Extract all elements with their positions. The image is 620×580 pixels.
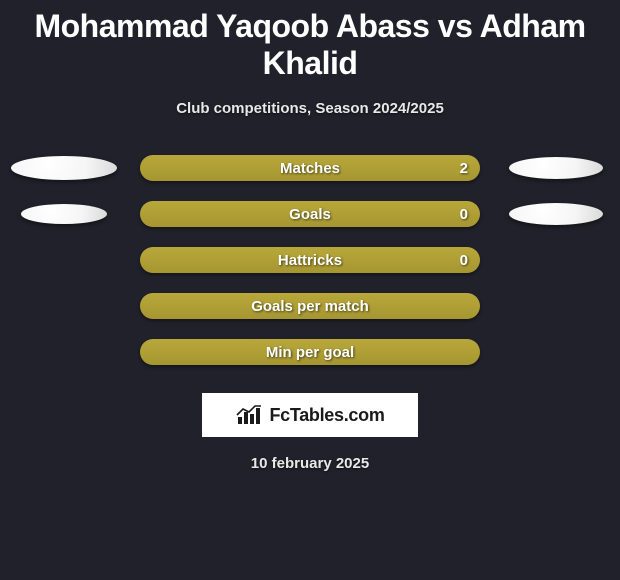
left-ellipse-icon xyxy=(21,204,107,224)
left-marker-slot xyxy=(8,204,120,224)
bar-chart-icon xyxy=(235,403,263,427)
chart-row: Min per goal xyxy=(0,329,620,375)
left-ellipse-icon xyxy=(11,156,117,180)
bar-label: Hattricks xyxy=(140,247,480,273)
attribution-text: FcTables.com xyxy=(269,405,384,426)
left-marker-slot xyxy=(8,156,120,180)
bar-value: 0 xyxy=(460,201,468,227)
stat-bar-hattricks: Hattricks 0 xyxy=(140,247,480,273)
right-ellipse-icon xyxy=(509,203,603,225)
stat-bar-min-per-goal: Min per goal xyxy=(140,339,480,365)
bar-label: Goals per match xyxy=(140,293,480,319)
chart-row: Goals 0 xyxy=(0,191,620,237)
bar-label: Goals xyxy=(140,201,480,227)
page-title: Mohammad Yaqoob Abass vs Adham Khalid xyxy=(0,0,620,82)
date-label: 10 february 2025 xyxy=(0,455,620,472)
chart-row: Matches 2 xyxy=(0,145,620,191)
chart-row: Goals per match xyxy=(0,283,620,329)
stat-bar-matches: Matches 2 xyxy=(140,155,480,181)
right-marker-slot xyxy=(500,203,612,225)
bar-label: Matches xyxy=(140,155,480,181)
bar-value: 2 xyxy=(460,155,468,181)
attribution-badge: FcTables.com xyxy=(202,393,418,437)
right-marker-slot xyxy=(500,157,612,179)
comparison-chart: Matches 2 Goals 0 Hattricks 0 xyxy=(0,145,620,375)
stat-bar-goals: Goals 0 xyxy=(140,201,480,227)
chart-row: Hattricks 0 xyxy=(0,237,620,283)
stat-bar-goals-per-match: Goals per match xyxy=(140,293,480,319)
subtitle: Club competitions, Season 2024/2025 xyxy=(0,100,620,117)
bar-label: Min per goal xyxy=(140,339,480,365)
bar-value: 0 xyxy=(460,247,468,273)
right-ellipse-icon xyxy=(509,157,603,179)
